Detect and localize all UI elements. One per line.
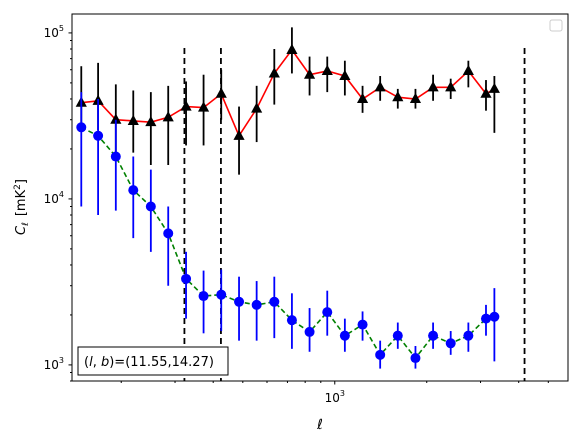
series-2-marker: [410, 353, 421, 364]
x-tick-label: 103: [325, 389, 345, 405]
y-axis-label-sub: ℓ: [21, 222, 31, 227]
series-1-marker: [374, 81, 386, 92]
y-axis-label-unit: [mK: [14, 189, 29, 216]
annotation-prefix: (: [84, 355, 89, 370]
annotation-text: (l, b)=(11.55,14.27): [84, 355, 214, 370]
series-1-marker: [145, 115, 157, 127]
series-1-marker: [480, 87, 492, 98]
series-2-marker: [480, 313, 491, 324]
annotation-l: l: [89, 355, 93, 370]
annotation-suffix: )=(11.55,14.27): [109, 355, 214, 370]
series-2-marker: [489, 311, 500, 322]
series-2-marker: [375, 349, 386, 360]
series-2-marker: [234, 296, 245, 307]
series-1-marker: [127, 114, 139, 125]
y-tick-label: 105: [44, 24, 64, 40]
series-1-marker: [427, 81, 439, 92]
plot-frame: [71, 13, 569, 382]
series-1-marker: [197, 101, 210, 112]
series-1-marker: [303, 68, 316, 79]
series-2-marker: [251, 299, 262, 310]
series-2-marker: [216, 289, 227, 300]
series-2-marker: [110, 151, 121, 162]
series-1-marker: [462, 64, 474, 75]
y-axis-label-unit-end: ]: [14, 179, 29, 184]
series-2-marker: [76, 122, 87, 133]
series-1-marker: [339, 69, 351, 81]
series-1-marker: [445, 81, 457, 92]
series-2-marker: [128, 185, 139, 196]
series-1-marker: [110, 113, 122, 124]
annotation-b: b: [101, 355, 109, 370]
series-2-marker: [145, 201, 156, 212]
y-axis-label-unit-sup: 2: [13, 184, 23, 190]
series-2-marker: [428, 330, 439, 341]
series-2-marker: [198, 291, 209, 302]
series-1-marker: [392, 90, 404, 102]
data-layer: [75, 27, 526, 381]
series-2-marker: [269, 296, 280, 307]
series-1-marker: [233, 129, 245, 140]
series-1-marker: [286, 43, 298, 54]
series-2-marker: [392, 330, 403, 341]
y-axis-label: Cℓ [mK2]: [13, 179, 31, 235]
series-1-marker: [488, 82, 500, 93]
series-1-marker: [162, 111, 174, 122]
series-1-marker: [268, 67, 280, 78]
series-2-marker: [304, 326, 315, 337]
series-2-marker: [357, 319, 368, 330]
annotation-box: [77, 346, 229, 376]
series-1-marker: [321, 64, 333, 75]
tick-layer: 103 104 105 103: [44, 24, 549, 405]
series-1-marker: [356, 92, 369, 104]
series-2-marker: [463, 330, 474, 341]
series-2-marker: [163, 228, 174, 239]
series-2-marker: [93, 130, 104, 141]
y-tick-label: 104: [44, 190, 64, 206]
series-1-marker: [251, 102, 263, 113]
annotation-mid: ,: [93, 355, 101, 370]
x-axis-label: ℓ: [316, 417, 323, 433]
y-tick-label: 103: [44, 356, 64, 372]
y-axis-label-main: C: [14, 225, 29, 235]
series-2-marker: [286, 315, 297, 326]
series-1-marker: [215, 87, 227, 98]
series-2-marker: [339, 330, 350, 341]
legend-box: [549, 19, 563, 32]
series-2-marker: [322, 307, 333, 318]
series-2-marker: [181, 273, 192, 284]
series-2-marker: [445, 338, 456, 349]
series-1-marker: [180, 100, 192, 111]
series-1-marker: [409, 92, 422, 104]
